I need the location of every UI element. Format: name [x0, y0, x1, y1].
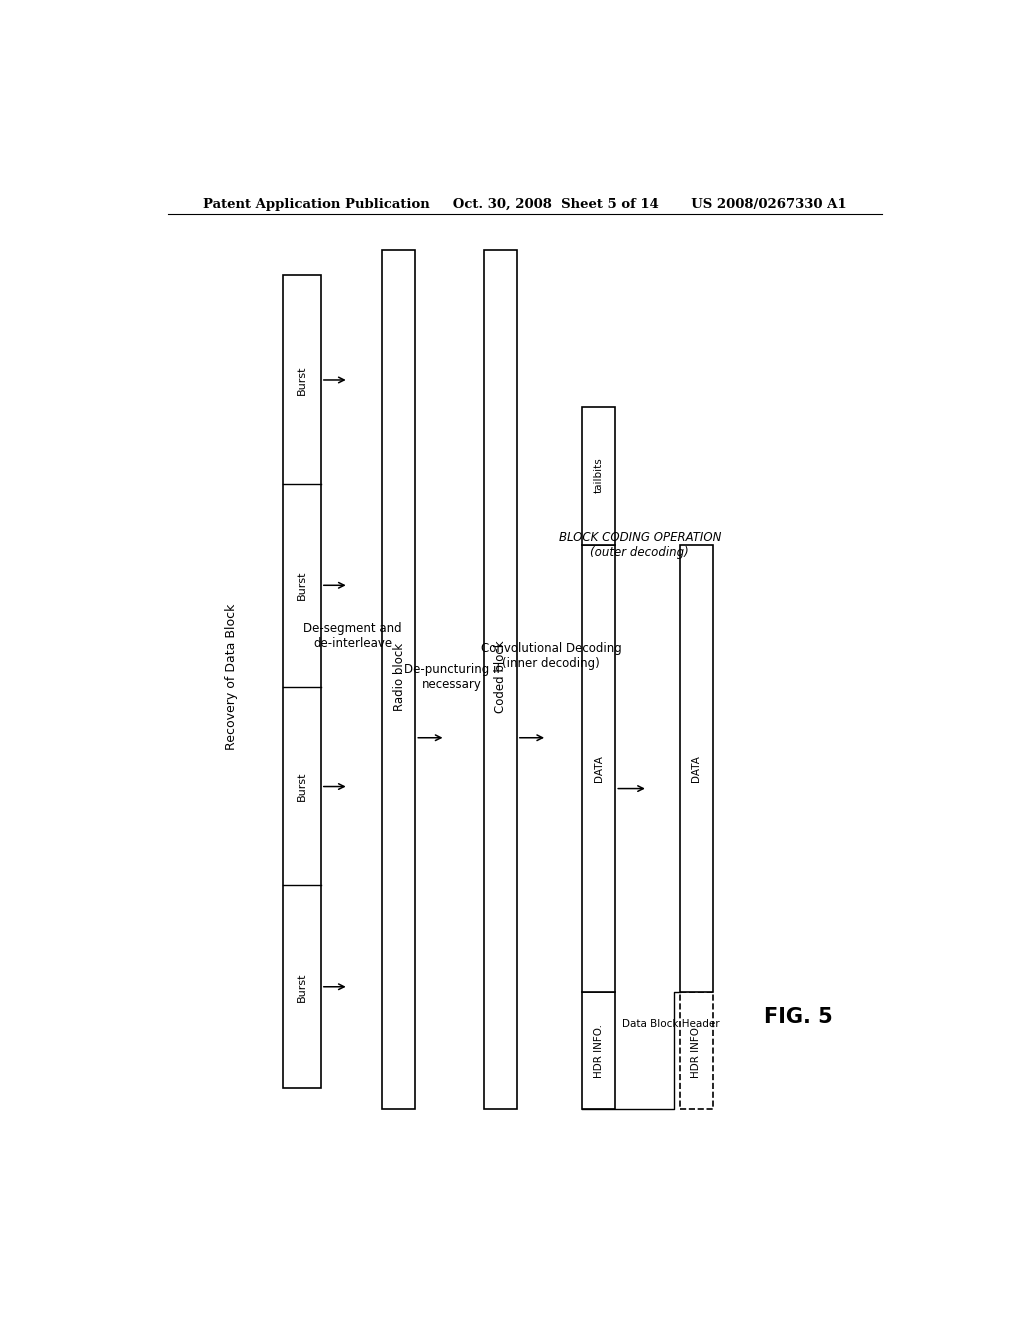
Text: HDR INFO.: HDR INFO. — [691, 1024, 701, 1078]
Text: De-segment and
de-interleave: De-segment and de-interleave — [303, 622, 401, 651]
Text: Patent Application Publication     Oct. 30, 2008  Sheet 5 of 14       US 2008/02: Patent Application Publication Oct. 30, … — [203, 198, 847, 211]
Bar — [483, 249, 517, 1109]
Text: FIG. 5: FIG. 5 — [764, 1007, 833, 1027]
Text: Coded block: Coded block — [495, 640, 508, 713]
Text: Burst: Burst — [297, 972, 307, 1002]
Text: BLOCK CODING OPERATION
(outer decoding): BLOCK CODING OPERATION (outer decoding) — [559, 531, 721, 558]
Text: HDR INFO.: HDR INFO. — [594, 1024, 603, 1078]
Bar — [680, 545, 713, 991]
Text: Convolutional Decoding
(inner decoding): Convolutional Decoding (inner decoding) — [480, 643, 622, 671]
Text: DATA: DATA — [691, 755, 701, 781]
Text: Recovery of Data Block: Recovery of Data Block — [224, 603, 238, 750]
Text: Data Block Header: Data Block Header — [622, 1019, 719, 1030]
Text: Burst: Burst — [297, 772, 307, 801]
Bar — [582, 408, 615, 545]
Bar — [283, 276, 321, 1089]
Text: tailbits: tailbits — [594, 458, 603, 494]
Text: Burst: Burst — [297, 570, 307, 601]
Text: Burst: Burst — [297, 366, 307, 395]
Text: Radio block: Radio block — [393, 643, 406, 711]
Bar — [680, 991, 713, 1109]
Bar — [582, 545, 615, 991]
Bar — [582, 991, 615, 1109]
Text: DATA: DATA — [594, 755, 603, 781]
Text: De-puncturing if
necessary: De-puncturing if necessary — [403, 663, 500, 690]
Bar — [382, 249, 416, 1109]
